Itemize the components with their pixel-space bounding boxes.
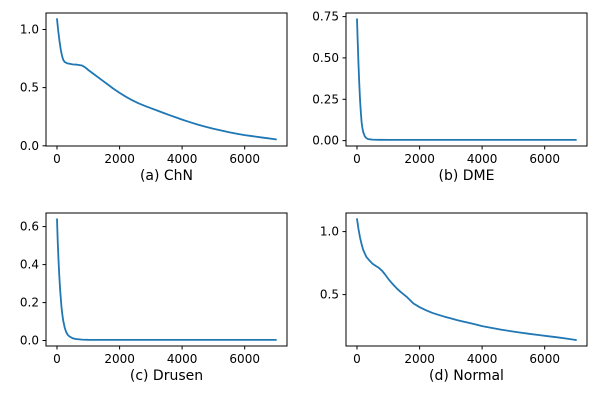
loss-curve — [56, 18, 277, 141]
y-tick-label: 0.75 — [312, 10, 339, 24]
x-tick-label: 0 — [53, 152, 61, 166]
y-tick-label: 0.5 — [20, 81, 39, 95]
x-tick-label: 0 — [53, 352, 61, 366]
y-tick-label: 0.00 — [312, 134, 339, 148]
loss-curve — [356, 218, 577, 341]
subplot-caption: (b) DME — [438, 168, 495, 184]
x-tick-label: 4000 — [467, 352, 498, 366]
x-tick-label: 6000 — [529, 352, 560, 366]
plot-frame — [45, 212, 288, 347]
line-chart-drusen: 0 2000 4000 6000 0.0 0.2 0.4 0.6 — [20, 212, 288, 366]
plot-frame — [45, 12, 288, 147]
subplot-normal: 0 2000 4000 6000 0.5 1.0 (d) Normal — [300, 200, 600, 400]
x-tick-label: 2000 — [404, 152, 435, 166]
y-tick-label: 0.0 — [20, 334, 39, 348]
subplot-dme: 0 2000 4000 6000 0.00 0.25 0.50 0.75 (b) DME — [300, 0, 600, 200]
y-tick-label: 0.4 — [20, 258, 39, 272]
subplot-caption: (a) ChN — [139, 168, 194, 184]
subplot-chn: 0 2000 4000 6000 0.0 0.5 1.0 (a) ChN — [0, 0, 300, 200]
subplot-drusen: 0 2000 4000 6000 0.0 0.2 0.4 0.6 (c) Drusen — [0, 200, 300, 400]
x-tick-label: 4000 — [467, 152, 498, 166]
y-tick-label: 1.0 — [320, 225, 339, 239]
loss-curve — [356, 18, 577, 141]
line-chart-chn: 0 2000 4000 6000 0.0 0.5 1.0 — [20, 12, 288, 166]
subplot-caption: (c) Drusen — [129, 368, 204, 384]
x-tick-label: 4000 — [167, 152, 198, 166]
y-tick-label: 0.5 — [320, 288, 339, 302]
x-tick-label: 6000 — [229, 152, 260, 166]
x-tick-label: 0 — [353, 352, 361, 366]
x-tick-label: 6000 — [229, 352, 260, 366]
x-tick-label: 2000 — [404, 352, 435, 366]
subplot-caption: (d) Normal — [429, 368, 504, 384]
y-tick-label: 0.25 — [312, 92, 339, 106]
x-tick-label: 0 — [353, 152, 361, 166]
y-tick-label: 0.0 — [20, 139, 39, 153]
y-tick-label: 0.2 — [20, 296, 39, 310]
x-tick-label: 4000 — [167, 352, 198, 366]
x-tick-label: 2000 — [104, 152, 135, 166]
line-chart-normal: 0 2000 4000 6000 0.5 1.0 — [320, 212, 588, 366]
line-chart-dme: 0 2000 4000 6000 0.00 0.25 0.50 0.75 — [312, 10, 588, 166]
y-tick-label: 1.0 — [20, 23, 39, 37]
plot-frame — [345, 12, 588, 147]
y-tick-label: 0.50 — [312, 51, 339, 65]
x-tick-label: 2000 — [104, 352, 135, 366]
y-tick-label: 0.6 — [20, 220, 39, 234]
x-tick-label: 6000 — [529, 152, 560, 166]
loss-curve — [56, 218, 277, 341]
plot-frame — [345, 212, 588, 347]
